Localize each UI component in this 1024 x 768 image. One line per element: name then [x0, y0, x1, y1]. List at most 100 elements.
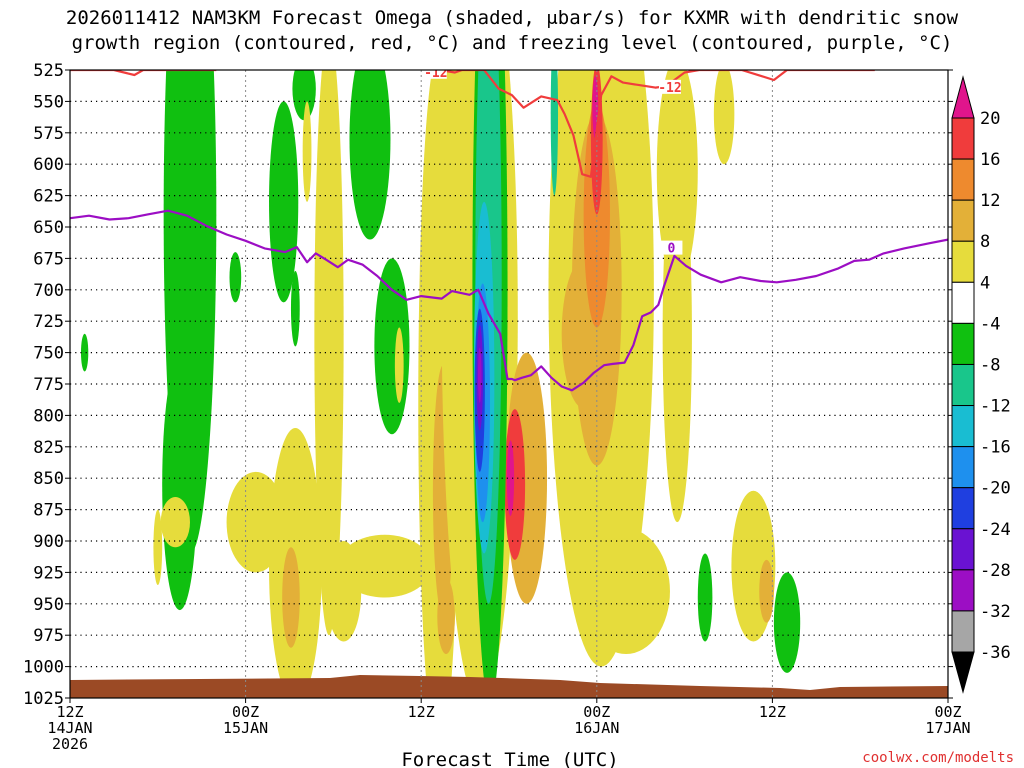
terrain-fill — [70, 675, 948, 698]
omega-feature-18 — [282, 547, 300, 648]
contour-label-red-2: -12 — [658, 81, 681, 96]
omega-feature-41 — [160, 497, 190, 548]
omega-feature-32 — [583, 101, 610, 328]
colorbar-label-1: 16 — [980, 150, 1000, 170]
contour-label-red-2-bg — [658, 79, 681, 94]
y-tick-label-700: 700 — [33, 281, 64, 301]
y-tick-label-1000: 1000 — [23, 658, 64, 678]
colorbar-label-3: 8 — [980, 232, 990, 252]
y-tick-label-775: 775 — [33, 375, 64, 395]
x-tick-label-4-1: 12Z — [759, 703, 786, 721]
chart-title-line-1: 2026011412 NAM3KM Forecast Omega (shaded… — [66, 7, 959, 29]
colorbar-top-arrow — [951, 75, 975, 119]
omega-feature-23 — [437, 578, 455, 655]
y-tick-label-975: 975 — [33, 626, 64, 646]
omega-feature-12 — [773, 572, 801, 673]
x-tick-label-5-1: 00Z — [934, 703, 961, 721]
colorbar-label-12: -32 — [980, 602, 1011, 622]
omega-feature-4 — [269, 101, 299, 303]
y-tick-label-900: 900 — [33, 532, 64, 552]
y-tick-label-650: 650 — [33, 218, 64, 238]
y-tick-label-850: 850 — [33, 469, 64, 489]
contour-label-red-1-bg — [424, 70, 447, 79]
colorbar-bin-2 — [951, 158, 975, 201]
colorbar-label-2: 12 — [980, 191, 1000, 211]
x-tick-label-2-1: 12Z — [408, 703, 435, 721]
omega-feature-49 — [477, 347, 482, 403]
contour-label-purple-bg — [660, 240, 683, 255]
contour-label-purple: 0 — [668, 242, 676, 257]
x-tick-label-0-3: 2026 — [52, 735, 88, 753]
omega-feature-28 — [506, 440, 515, 516]
y-tick-label-875: 875 — [33, 501, 64, 521]
contour-lines: -12 -12 0 — [70, 66, 948, 392]
y-tick-label-825: 825 — [33, 438, 64, 458]
chart-title-line-2: growth region (contoured, red, °C) and f… — [72, 32, 953, 54]
omega-feature-16 — [153, 509, 163, 585]
colorbar-bin-5 — [951, 281, 975, 324]
contour-1-segment-1 — [70, 209, 948, 392]
omega-feature-37 — [662, 145, 692, 523]
y-tick-label-1025: 1025 — [23, 689, 64, 709]
colorbar-label-9: -20 — [980, 479, 1011, 499]
contour-0-segment-2 — [440, 70, 875, 178]
colorbar-label-5: -4 — [980, 314, 1000, 334]
colorbar-label-11: -28 — [980, 561, 1011, 581]
colorbar-bin-8 — [951, 405, 975, 448]
colorbar-label-13: -36 — [980, 643, 1011, 663]
colorbar-label-0: 20 — [980, 109, 1000, 129]
x-axis-label: Forecast Time (UTC) — [401, 749, 618, 768]
x-tick-label-3-2: 16JAN — [574, 719, 619, 737]
x-tick-label-0-1: 12Z — [56, 703, 83, 721]
colorbar-bottom-arrow — [951, 651, 975, 694]
omega-feature-42 — [394, 327, 404, 403]
omega-feature-2 — [229, 252, 242, 303]
y-tick-label-925: 925 — [33, 563, 64, 583]
x-tick-label-1-2: 15JAN — [223, 719, 268, 737]
terrain-layer — [70, 675, 948, 698]
y-tick-label-750: 750 — [33, 344, 64, 364]
omega-feature-3 — [80, 333, 89, 372]
contour-label-red-1: -12 — [424, 66, 447, 81]
contour-0-segment-1 — [70, 70, 217, 77]
omega-feature-35 — [582, 528, 670, 655]
x-tick-label-1-1: 00Z — [232, 703, 259, 721]
x-tick-label-0-2: 14JAN — [47, 719, 92, 737]
colorbar-label-6: -8 — [980, 355, 1000, 375]
y-tick-label-550: 550 — [33, 92, 64, 112]
colorbar-label-8: -16 — [980, 438, 1011, 458]
y-tick-label-800: 800 — [33, 406, 64, 426]
x-tick-label-5-2: 17JAN — [925, 719, 970, 737]
colorbar-bin-3 — [951, 199, 975, 242]
colorbar-bin-1 — [951, 117, 975, 160]
colorbar-label-7: -12 — [980, 397, 1011, 417]
credit-text: coolwx.com/modelts — [862, 750, 1014, 766]
omega-feature-13 — [302, 101, 312, 202]
omega-feature-40 — [759, 559, 774, 623]
y-tick-label-525: 525 — [33, 61, 64, 81]
y-tick-label-600: 600 — [33, 155, 64, 175]
colorbar-bin-10 — [951, 487, 975, 530]
grid-lines — [70, 70, 948, 698]
y-tick-label-575: 575 — [33, 124, 64, 144]
colorbar-bin-11 — [951, 528, 975, 571]
colorbar-bin-12 — [951, 569, 975, 612]
omega-feature-5 — [290, 270, 300, 347]
y-tick-label-675: 675 — [33, 249, 64, 269]
colorbar-legend: 20 16 12 8 4 -4 -8 -12 -16 -20 -24 -28 -32 -36 — [951, 75, 1011, 694]
colorbar-label-10: -24 — [980, 520, 1011, 540]
colorbar-label-4: 4 — [980, 273, 990, 293]
omega-feature-50 — [550, 70, 559, 196]
omega-feature-20 — [337, 534, 432, 598]
omega-feature-1 — [162, 358, 198, 611]
omega-feature-38 — [713, 70, 735, 165]
colorbar-bin-9 — [951, 446, 975, 489]
y-tick-label-950: 950 — [33, 595, 64, 615]
colorbar-bin-6 — [951, 322, 975, 365]
omega-feature-7 — [349, 70, 391, 240]
omega-feature-9 — [292, 70, 316, 121]
omega-feature-8 — [374, 258, 410, 435]
colorbar-bin-7 — [951, 363, 975, 407]
y-tick-label-625: 625 — [33, 187, 64, 207]
